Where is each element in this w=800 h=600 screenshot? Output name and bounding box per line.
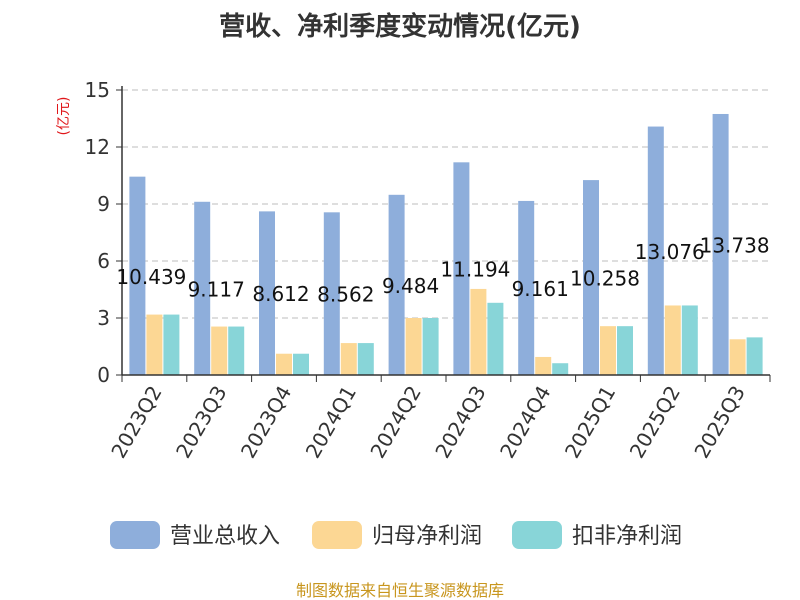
bar xyxy=(617,326,633,375)
bar xyxy=(470,288,487,375)
y-tick-label: 12 xyxy=(85,135,110,159)
legend-label: 营业总收入 xyxy=(170,524,280,549)
bar xyxy=(323,212,340,375)
bar xyxy=(293,353,309,375)
x-tick-label: 2023Q4 xyxy=(236,382,296,463)
data-label: 10.439 xyxy=(116,265,186,289)
x-tick-label: 2025Q2 xyxy=(625,382,685,463)
bar xyxy=(729,339,746,375)
legend-swatch xyxy=(110,521,160,549)
bar xyxy=(746,337,763,375)
data-label: 9.161 xyxy=(512,277,569,301)
legend-swatch xyxy=(312,521,362,549)
bar xyxy=(535,356,552,375)
bars xyxy=(129,113,763,375)
legend-label: 扣非净利润 xyxy=(572,524,682,549)
y-tick-label: 0 xyxy=(97,363,110,387)
data-label: 8.562 xyxy=(317,283,374,307)
bar xyxy=(388,194,405,375)
chart-title: 营收、净利季度变动情况(亿元) xyxy=(219,11,581,42)
legend-swatch xyxy=(512,521,562,549)
bar xyxy=(712,113,729,375)
bar xyxy=(340,343,357,375)
bar xyxy=(583,180,599,375)
y-tick-label: 15 xyxy=(85,78,110,102)
bar xyxy=(228,326,245,375)
bar xyxy=(664,305,681,375)
bar xyxy=(647,126,664,375)
bar xyxy=(163,314,180,375)
data-label: 13.076 xyxy=(635,240,705,264)
y-tick-label: 6 xyxy=(97,249,110,273)
bar xyxy=(276,353,292,375)
bar xyxy=(259,211,275,375)
y-tick-labels: 0 3 6 9 12 15 xyxy=(85,78,110,387)
data-label: 10.258 xyxy=(570,267,640,291)
data-label: 13.738 xyxy=(700,233,770,257)
bar xyxy=(681,305,698,375)
x-tick-label: 2023Q2 xyxy=(106,382,166,463)
bar xyxy=(422,318,439,375)
legend-label: 归母净利润 xyxy=(372,524,482,549)
data-label: 8.612 xyxy=(252,282,309,306)
x-tick-label: 2025Q1 xyxy=(560,382,620,463)
y-tick-label: 3 xyxy=(97,306,110,330)
data-label: 9.484 xyxy=(382,274,439,298)
bar xyxy=(211,326,228,375)
bar xyxy=(146,314,163,375)
bar xyxy=(552,363,569,375)
bar xyxy=(487,302,504,375)
x-tick-label: 2024Q3 xyxy=(430,382,490,463)
bar xyxy=(518,200,535,375)
bar xyxy=(129,176,146,375)
x-tick-labels: 2023Q2 2023Q3 2023Q4 2024Q1 2024Q2 2024Q3 2024… xyxy=(106,382,750,463)
bar xyxy=(357,343,374,375)
bar xyxy=(405,318,422,375)
legend: 营业总收入 归母净利润 扣非净利润 xyxy=(110,521,682,549)
y-tick-label: 9 xyxy=(97,192,110,216)
bar xyxy=(194,201,211,375)
x-tick-label: 2023Q3 xyxy=(171,382,231,463)
data-label: 11.194 xyxy=(440,258,510,282)
axes xyxy=(116,86,771,382)
x-tick-label: 2025Q3 xyxy=(689,382,749,463)
data-label: 9.117 xyxy=(188,277,245,301)
x-tick-label: 2024Q1 xyxy=(301,382,361,463)
x-tick-label: 2024Q4 xyxy=(495,382,555,463)
y-axis-label: (亿元) xyxy=(56,97,72,136)
source-note: 制图数据来自恒生聚源数据库 xyxy=(296,581,504,600)
bar xyxy=(600,326,616,375)
bar xyxy=(453,162,470,375)
x-tick-label: 2024Q2 xyxy=(365,382,425,463)
